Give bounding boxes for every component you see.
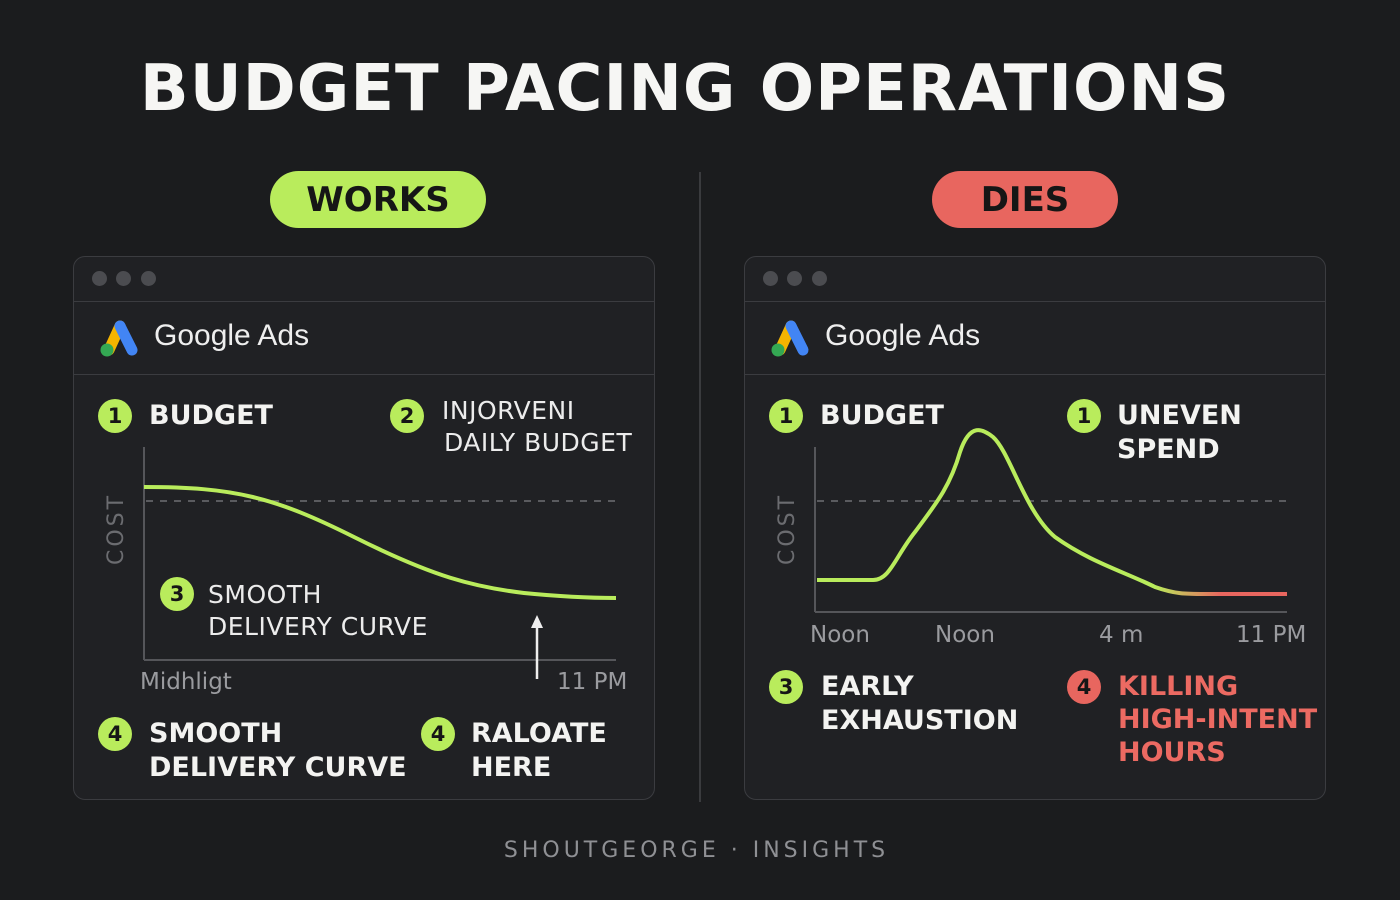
- early-exhaustion-label-line1: EARLY: [821, 671, 914, 702]
- app-header: Google Ads: [74, 302, 654, 375]
- smooth-delivery-curve: [143, 485, 617, 600]
- killing-hours-label-line3: HOURS: [1118, 737, 1226, 768]
- window-dot-icon[interactable]: [116, 271, 131, 286]
- x-axis-label: Noon: [810, 622, 870, 648]
- works-pill: WORKS: [270, 171, 486, 228]
- step-badge: 4: [421, 717, 455, 751]
- works-chart: [143, 447, 617, 679]
- smooth-delivery-label-line2: DELIVERY CURVE: [149, 752, 407, 783]
- window-titlebar: [74, 257, 654, 302]
- x-axis-end-label: 11 PM: [557, 669, 628, 695]
- budget-label: BUDGET: [820, 400, 944, 431]
- step-badge: 3: [160, 577, 194, 611]
- dies-chart: [814, 428, 1287, 613]
- early-exhaustion-label-line2: EXHAUSTION: [821, 705, 1019, 736]
- window-dot-icon[interactable]: [92, 271, 107, 286]
- smooth-delivery-label-line1: SMOOTH: [149, 718, 283, 749]
- killing-hours-label-line2: HIGH-INTENT: [1118, 704, 1318, 735]
- window-dot-icon[interactable]: [763, 271, 778, 286]
- x-axis-label: 11 PM: [1236, 622, 1307, 648]
- dies-pill: DIES: [932, 171, 1118, 228]
- dies-panel: Google Ads 1 BUDGET 1 UNEVEN SPEND COST …: [744, 256, 1326, 800]
- budget-label: BUDGET: [149, 400, 273, 431]
- step-badge: 1: [769, 399, 803, 433]
- uneven-spend-curve: [817, 428, 1287, 596]
- daily-budget-label-line2: DAILY BUDGET: [444, 428, 633, 457]
- step-badge: 1: [1067, 399, 1101, 433]
- x-axis-label: Noon: [935, 622, 995, 648]
- app-header: Google Ads: [745, 302, 1325, 375]
- window-dot-icon[interactable]: [787, 271, 802, 286]
- window-dot-icon[interactable]: [141, 271, 156, 286]
- step-badge: 3: [769, 670, 803, 704]
- window-titlebar: [745, 257, 1325, 302]
- window-dot-icon[interactable]: [812, 271, 827, 286]
- brand-name: Google Ads: [825, 319, 981, 352]
- page-title: BUDGET PACING OPERATIONS: [139, 52, 1231, 126]
- smooth-curve-label-line1: SMOOTH: [208, 580, 322, 609]
- x-axis-start-label: Midhligt: [140, 669, 232, 695]
- step-badge: 2: [390, 399, 424, 433]
- works-panel: Google Ads 1 BUDGET 2 INJORVENI DAILY BU…: [73, 256, 655, 800]
- google-ads-logo-icon: [100, 320, 138, 357]
- uneven-spend-label-line2: SPEND: [1117, 434, 1220, 465]
- killing-hours-label-line1: KILLING: [1118, 671, 1239, 702]
- reallocate-label-line2: HERE: [471, 752, 552, 783]
- reallocate-label-line1: RALOATE: [471, 718, 607, 749]
- step-badge: 4: [1067, 670, 1101, 704]
- daily-budget-label-line1: INJORVENI: [442, 396, 575, 425]
- google-ads-logo-icon: [771, 320, 809, 357]
- x-axis-label: 4 m: [1099, 622, 1144, 648]
- step-badge: 4: [98, 717, 132, 751]
- center-divider: [699, 172, 701, 802]
- brand-name: Google Ads: [154, 319, 310, 352]
- uneven-spend-label-line1: UNEVEN: [1117, 400, 1242, 431]
- footer-credit: SHOUTGEORGE · INSIGHTS: [503, 838, 890, 863]
- smooth-curve-label-line2: DELIVERY CURVE: [208, 612, 428, 641]
- step-badge: 1: [98, 399, 132, 433]
